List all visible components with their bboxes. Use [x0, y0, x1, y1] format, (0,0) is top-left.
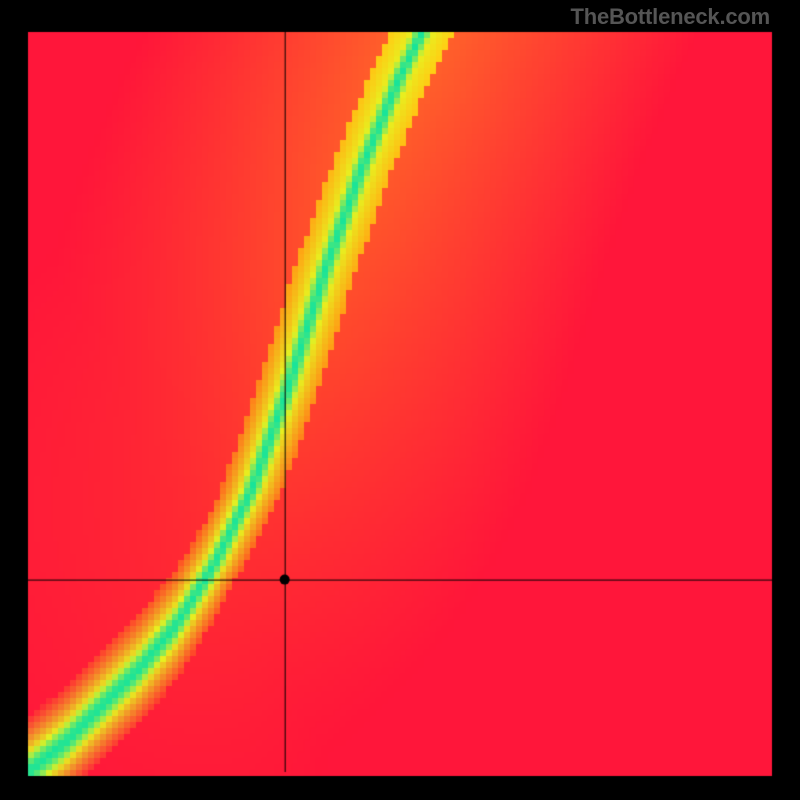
watermark-text: TheBottleneck.com: [570, 4, 770, 30]
chart-container: TheBottleneck.com: [0, 0, 800, 800]
heatmap-canvas: [0, 0, 800, 800]
